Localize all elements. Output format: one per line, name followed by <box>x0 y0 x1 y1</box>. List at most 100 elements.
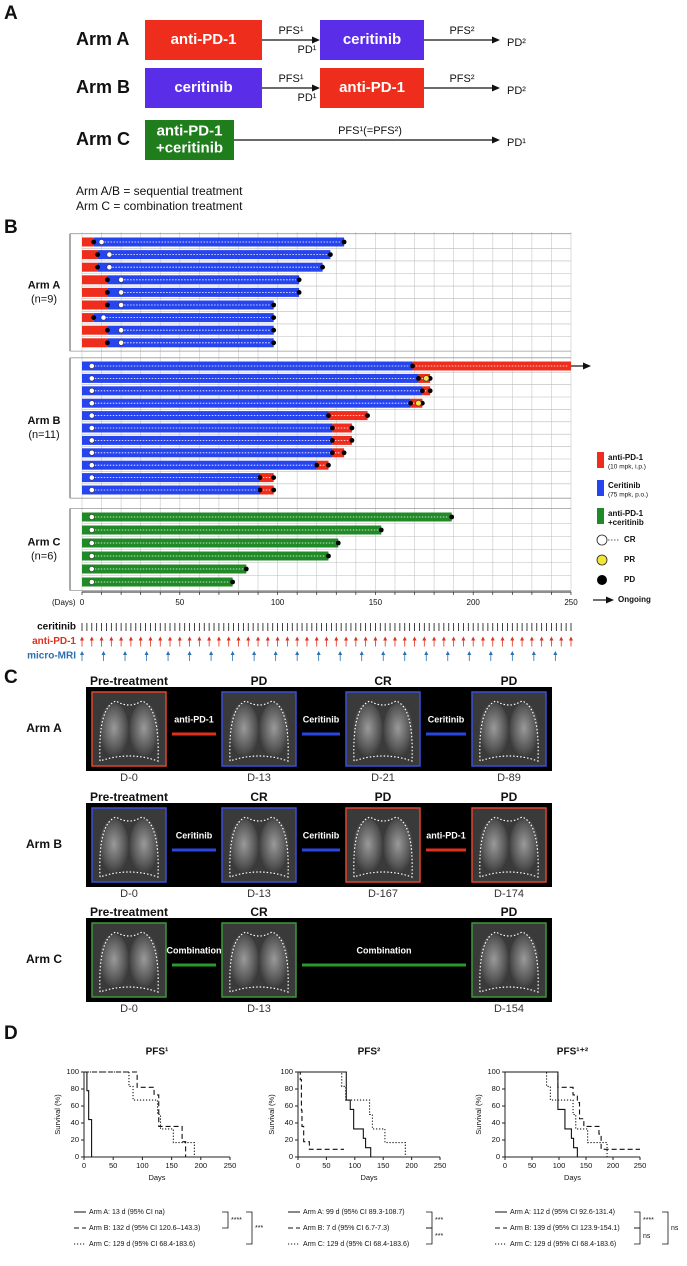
y-axis-label: Survival (%) <box>53 1094 62 1135</box>
arrow-head <box>492 36 500 44</box>
dose-arrow-head <box>295 636 300 641</box>
legend-label: Arm A: 112 d (95% CI 92.6-131.4) <box>510 1209 615 1216</box>
cr-marker <box>88 387 95 394</box>
pd-marker <box>328 252 333 257</box>
note: Arm C = combination treatment <box>76 199 243 213</box>
frame-day: D-89 <box>497 772 521 784</box>
pd-marker <box>105 340 110 346</box>
arm-name: Arm B <box>76 77 130 97</box>
arm-name: Arm A <box>76 29 129 49</box>
sig-bracket <box>246 1211 253 1245</box>
y-tick-label: 0 <box>496 1152 500 1161</box>
dose-arrow-head <box>412 636 417 641</box>
cr-marker <box>88 449 95 456</box>
dose-arrow-head <box>209 651 214 655</box>
x-tick-label: 250 <box>634 1161 647 1170</box>
pd-marker <box>365 413 370 418</box>
x-tick-label: 200 <box>607 1161 620 1170</box>
bar-segment <box>82 313 94 323</box>
dose-arrow-head <box>480 636 485 641</box>
arm-name: Arm C <box>76 129 130 149</box>
pd-marker <box>410 363 415 369</box>
link-label: Ceritinib <box>176 830 213 840</box>
frame-day: D-0 <box>120 772 138 784</box>
bar-segment <box>82 250 98 260</box>
x-tick-label: 50 <box>175 598 184 607</box>
dose-arrow-head <box>256 636 261 641</box>
panel-label: B <box>4 217 18 238</box>
box-label: ceritinib <box>174 79 232 96</box>
lung <box>229 703 259 759</box>
pd-marker <box>271 340 277 346</box>
group-label: Arm B <box>27 415 60 427</box>
x-tick-label: 250 <box>224 1161 237 1170</box>
x-tick-label: 0 <box>82 1161 86 1170</box>
dose-arrow-head <box>158 636 163 641</box>
y-tick-label: 60 <box>285 1101 293 1110</box>
survival-curve <box>84 1071 187 1157</box>
x-axis-label: (Days) <box>52 598 76 607</box>
dose-arrow-head <box>148 636 153 641</box>
x-tick-label: 200 <box>405 1161 418 1170</box>
pd-marker <box>230 579 236 585</box>
lung <box>259 819 289 875</box>
sig-label: *** <box>435 1233 443 1240</box>
sig-bracket <box>662 1211 669 1245</box>
frame-day: D-0 <box>120 888 138 900</box>
y-tick-label: 40 <box>71 1118 79 1127</box>
dose-arrow-head <box>344 636 349 641</box>
sig-label: **** <box>231 1217 242 1224</box>
dose-arrow-head <box>304 636 309 641</box>
schedule-label: ceritinib <box>37 622 76 633</box>
dose-arrow-head <box>177 636 182 641</box>
dose-arrow-head <box>275 636 280 641</box>
pd-marker <box>271 475 277 480</box>
dose-arrow-head <box>295 651 300 655</box>
lung <box>509 703 539 759</box>
pd-marker <box>95 252 101 257</box>
pd-marker <box>257 487 263 493</box>
pd-marker <box>320 264 325 270</box>
lung <box>99 934 129 990</box>
pd-marker <box>349 425 355 431</box>
pd-marker <box>271 487 277 493</box>
group-n: (n=11) <box>28 429 59 441</box>
dose-arrow-head <box>445 651 450 655</box>
frame-title: Pre-treatment <box>90 674 168 688</box>
note: Arm A/B = sequential treatment <box>76 184 243 198</box>
lung <box>509 934 539 990</box>
end-label: PD² <box>507 85 526 97</box>
dose-arrow-head <box>128 636 133 641</box>
legend-swatch <box>597 508 604 524</box>
y-axis-label: Survival (%) <box>474 1094 483 1135</box>
lung <box>509 819 539 875</box>
bar-segment <box>82 300 108 310</box>
x-tick-label: 150 <box>377 1161 390 1170</box>
bar-segment <box>82 361 413 371</box>
dose-arrow-head <box>441 636 446 641</box>
cr-marker <box>118 289 125 296</box>
cr-marker <box>88 514 95 520</box>
lung <box>383 819 413 875</box>
x-tick-label: 150 <box>165 1161 178 1170</box>
bar-segment <box>82 262 98 272</box>
x-tick-label: 100 <box>271 598 285 607</box>
dose-arrow-head <box>230 651 235 655</box>
cr-marker <box>88 437 95 444</box>
x-tick-label: 150 <box>580 1161 593 1170</box>
dose-arrow-head <box>226 636 231 641</box>
frame-title: CR <box>250 905 268 919</box>
frame-day: D-154 <box>494 1003 524 1015</box>
legend-label: Arm C: 129 d (95% CI 68.4-183.6) <box>89 1241 195 1248</box>
box-label: anti-PD-1 <box>339 79 405 96</box>
sig-bracket <box>222 1211 229 1229</box>
y-tick-label: 60 <box>71 1101 79 1110</box>
treatment-box <box>145 120 234 160</box>
bar-segment <box>82 275 108 285</box>
panel-label: A <box>4 3 18 24</box>
dose-arrow-head <box>531 651 536 655</box>
cr-marker <box>88 553 95 559</box>
dose-arrow-head <box>402 636 407 641</box>
link-label: anti-PD-1 <box>426 830 466 840</box>
